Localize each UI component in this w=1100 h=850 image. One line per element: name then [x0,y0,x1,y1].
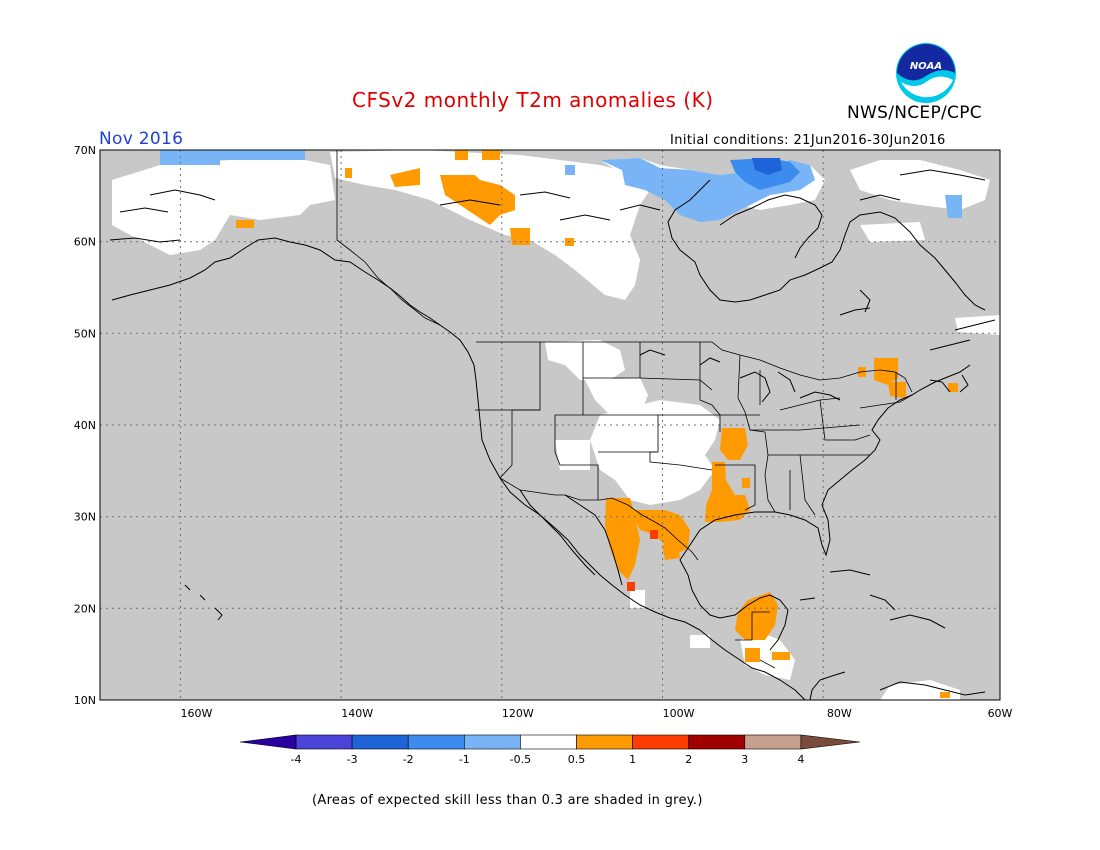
org-label: NWS/NCEP/CPC [847,103,982,123]
neutral-anomaly-areas [112,150,1000,700]
axis-labels: 70N 60N 50N 40N 30N 20N 10N 160W 140W 120W 100W 80W… [74,144,1013,720]
strong-positive-anomaly-areas [627,530,658,591]
map-frame [99,149,1001,701]
positive-anomaly-areas [236,150,958,698]
lat-label: 40N [74,419,96,432]
logo-text: NOAA [910,61,942,72]
lat-label: 60N [74,236,96,249]
lon-label: 140W [341,707,373,720]
lat-label: 10N [74,694,96,707]
map-title: CFSv2 monthly T2m anomalies (K) [352,88,714,112]
noaa-logo: NOAA [895,42,957,104]
graticule [100,150,1000,700]
coastlines [109,169,996,700]
forecast-month: Nov 2016 [99,129,184,149]
lon-label: 120W [502,707,534,720]
lon-label: 160W [180,707,212,720]
lat-label: 70N [74,144,96,157]
negative-anomaly-areas [160,150,962,222]
lat-label: 30N [74,511,96,524]
lon-label: 100W [663,707,695,720]
lat-label: 50N [74,327,96,340]
political-boundaries [336,150,913,669]
lon-label: 60W [988,707,1013,720]
skill-footnote: (Areas of expected skill less than 0.3 a… [312,793,703,808]
initial-conditions: Initial conditions: 21Jun2016-30Jun2016 [670,133,946,148]
lon-label: 80W [827,707,852,720]
lat-label: 20N [74,602,96,615]
